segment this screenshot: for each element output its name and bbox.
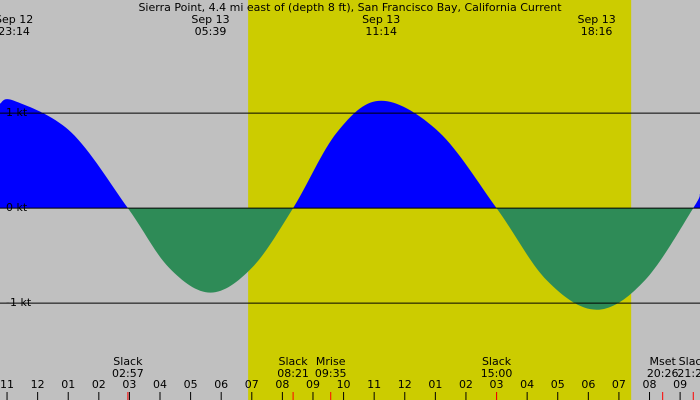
event-date: Sep 13	[191, 13, 229, 26]
x-tick-label: 04	[520, 378, 534, 391]
x-tick-label: 06	[214, 378, 228, 391]
event-time: 09:35	[315, 367, 347, 380]
x-tick-label: 01	[428, 378, 442, 391]
event-time: 21:26	[677, 367, 700, 380]
x-tick-label: 03	[122, 378, 136, 391]
event-label: Slack	[113, 355, 143, 368]
x-tick-label: 05	[184, 378, 198, 391]
x-tick-label: 07	[245, 378, 259, 391]
event-label: Slack	[679, 355, 700, 368]
event-date: Sep 12	[0, 13, 33, 26]
event-time: 18:16	[581, 25, 613, 38]
event-label: Mset	[650, 355, 677, 368]
x-tick-label: 07	[612, 378, 626, 391]
x-tick-label: 08	[275, 378, 289, 391]
x-tick-label: 09	[306, 378, 320, 391]
flood-area	[0, 99, 700, 209]
event-time: 08:21	[277, 367, 309, 380]
y-tick-label: 0 kt	[6, 201, 28, 214]
x-tick-label: 12	[398, 378, 412, 391]
y-tick-label: 1 kt	[6, 106, 28, 119]
x-tick-label: 04	[153, 378, 167, 391]
event-time: 20:26	[647, 367, 679, 380]
x-tick-label: 08	[643, 378, 657, 391]
x-tick-label: 09	[673, 378, 687, 391]
x-tick-label: 01	[61, 378, 75, 391]
event-time: 11:14	[365, 25, 397, 38]
event-time: 23:14	[0, 25, 30, 38]
x-tick-label: 11	[0, 378, 14, 391]
event-label: Slack	[278, 355, 308, 368]
event-label: Mrise	[316, 355, 346, 368]
ebb-area	[127, 208, 694, 310]
x-tick-label: 03	[490, 378, 504, 391]
x-tick-label: 05	[551, 378, 565, 391]
event-time: 15:00	[481, 367, 513, 380]
event-label: Slack	[482, 355, 512, 368]
event-date: Sep 13	[362, 13, 400, 26]
x-tick-label: 02	[459, 378, 473, 391]
event-time: 05:39	[195, 25, 227, 38]
x-tick-label: 02	[92, 378, 106, 391]
x-tick-label: 12	[31, 378, 45, 391]
event-date: Sep 13	[577, 13, 615, 26]
x-tick-label: 10	[337, 378, 351, 391]
event-time: 02:57	[112, 367, 144, 380]
y-tick-label: -1 kt	[6, 296, 32, 309]
chart-title: Sierra Point, 4.4 mi east of (depth 8 ft…	[138, 1, 562, 14]
x-tick-label: 11	[367, 378, 381, 391]
x-tick-label: 06	[581, 378, 595, 391]
